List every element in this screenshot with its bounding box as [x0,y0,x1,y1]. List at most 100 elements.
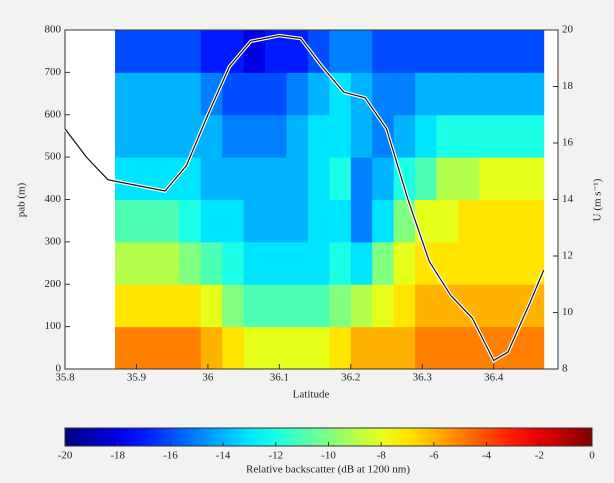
heatmap-cell [393,241,416,285]
heatmap-cell [415,284,438,328]
heatmap-cell [522,72,545,116]
heatmap-cell [136,72,159,116]
colorbar-tick-label: -8 [377,450,387,462]
heatmap-cell [393,114,416,158]
heatmap-cell [115,157,137,200]
heatmap-cell [115,114,137,158]
heatmap-cell [479,114,502,158]
heatmap-cell [415,199,438,243]
heatmap-cell [522,241,545,285]
heatmap-cell [157,30,180,73]
heatmap-cell [222,157,245,200]
heatmap-cell [222,114,245,158]
y-tick-label: 0 [56,363,62,375]
heatmap-cell [243,30,266,73]
heatmap-cell [393,199,416,243]
heatmap-cell [243,284,266,328]
heatmap-cell [157,326,180,370]
heatmap-cell [115,326,137,370]
heatmap-cell [329,241,352,285]
heatmap-cell [200,72,223,116]
colorbar-tick-label: -4 [482,450,492,462]
heatmap-cell [136,284,159,328]
heatmap-cell [179,72,202,116]
x-tick-label: 35.9 [127,372,147,384]
heatmap-cell [479,241,502,285]
heatmap-cell [350,157,373,200]
colorbar-tick-label: -20 [58,450,73,462]
heatmap-cell [350,199,373,243]
colorbar-tick-label: -10 [321,450,336,462]
x-tick-label: 36.2 [341,372,360,384]
heatmap-cell [115,241,137,285]
x-tick-label: 36.3 [413,372,433,384]
heatmap-cell [286,157,309,200]
heatmap-cell [200,30,223,73]
heatmap-cell [286,326,309,370]
heatmap-cell [307,326,330,370]
heatmap-cell [350,326,373,370]
heatmap-cell [415,157,438,200]
heatmap-cell [329,284,352,328]
heatmap-cell [329,157,352,200]
heatmap-cell [243,72,266,116]
heatmap-cell [522,326,545,370]
heatmap-cell [179,326,202,370]
colorbar-label: Relative backscatter (dB at 1200 nm) [246,464,410,476]
heatmap-cell [265,114,287,158]
heatmap-cell [522,157,545,200]
heatmap-cell [157,199,180,243]
heatmap-cell [457,72,480,116]
heatmap-cell [436,157,459,200]
heatmap-cell [265,157,287,200]
heatmap-cell [222,30,245,73]
heatmap-cell [265,241,287,285]
heatmap-cell [265,326,287,370]
heatmap-cell [179,30,202,73]
heatmap-cell [200,241,223,285]
heatmap-cell [222,284,245,328]
colorbar-tick-label: -18 [110,450,125,462]
colorbar-tick-label: -12 [268,450,283,462]
y-tick-label: 800 [45,24,62,36]
heatmap-cell [522,30,545,73]
heatmap-cell [479,326,502,370]
y2-tick-label: 10 [562,306,574,318]
heatmap-cell [393,284,416,328]
y2-tick-label: 14 [562,193,574,205]
heatmap-cell [436,199,459,243]
heatmap-cell [243,157,266,200]
heatmap-cell [500,157,523,200]
heatmap-cell [415,114,438,158]
heatmap-cell [393,326,416,370]
heatmap-cell [307,114,330,158]
x-tick-label: 36 [202,372,214,384]
y-tick-label: 100 [45,320,62,332]
heatmap-cell [457,30,480,73]
heatmap-cell [500,199,523,243]
heatmap-cell [179,199,202,243]
y-tick-label: 400 [45,193,62,205]
heatmap-cell [500,326,523,370]
y2-tick-label: 8 [562,363,568,375]
heatmap-cell [522,114,545,158]
heatmap-cell [522,199,545,243]
heatmap-cell [265,30,287,73]
heatmap-cell [479,157,502,200]
heatmap-cell [136,326,159,370]
heatmap-cell [372,157,395,200]
heatmap-cell [286,114,309,158]
heatmap-cell [479,72,502,116]
heatmap-cell [243,326,266,370]
heatmap-cell [372,114,395,158]
heatmap-cell [200,199,223,243]
heatmap-cell [286,199,309,243]
heatmap-cell [415,30,438,73]
heatmap-cell [329,326,352,370]
heatmap-cell [372,72,395,116]
heatmap-cell [179,157,202,200]
heatmap-cell [436,30,459,73]
heatmap-cell [136,199,159,243]
y-tick-label: 500 [45,151,62,163]
heatmap-cell [222,326,245,370]
